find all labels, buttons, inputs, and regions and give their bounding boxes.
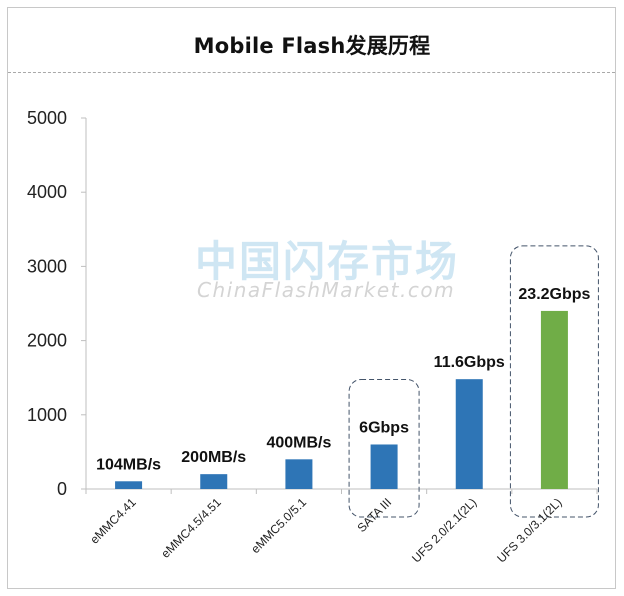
y-tick-label: 1000 xyxy=(27,405,67,425)
x-tick-label: eMMC5.0/5.1 xyxy=(248,495,309,556)
bar xyxy=(200,474,228,489)
data-label: 200MB/s xyxy=(181,449,246,466)
data-label: 104MB/s xyxy=(96,456,161,473)
bar xyxy=(455,379,483,489)
bar xyxy=(285,459,313,489)
y-tick-label: 2000 xyxy=(27,331,67,351)
data-label: 400MB/s xyxy=(266,434,331,451)
x-tick-label: UFS 3.0/3.1(2L) xyxy=(494,495,564,565)
y-tick-label: 3000 xyxy=(27,256,67,276)
x-tick-label: SATA III xyxy=(354,495,394,535)
chart-title: Mobile Flash发展历程 xyxy=(193,34,431,58)
bar xyxy=(540,310,568,489)
y-tick-label: 0 xyxy=(57,479,67,499)
chart-frame xyxy=(7,7,616,589)
highlight-callout-box xyxy=(348,378,420,518)
data-label: 23.2Gbps xyxy=(518,286,590,303)
bar xyxy=(370,444,398,489)
highlight-callout-box xyxy=(509,245,599,518)
data-label: 6Gbps xyxy=(359,419,409,436)
watermark-english: ChinaFlashMarket.com xyxy=(197,278,456,302)
x-tick-label: UFS 2.0/2.1(2L) xyxy=(409,495,479,565)
title-divider xyxy=(8,72,615,73)
x-tick-label: eMMC4.41 xyxy=(87,495,139,547)
y-tick-label: 5000 xyxy=(27,108,67,128)
x-tick-label: eMMC4.5/4.51 xyxy=(158,495,224,561)
data-label: 11.6Gbps xyxy=(434,354,505,371)
y-tick-label: 4000 xyxy=(27,182,67,202)
watermark-chinese: 中国闪存市场 xyxy=(195,237,460,286)
bar xyxy=(115,481,143,489)
